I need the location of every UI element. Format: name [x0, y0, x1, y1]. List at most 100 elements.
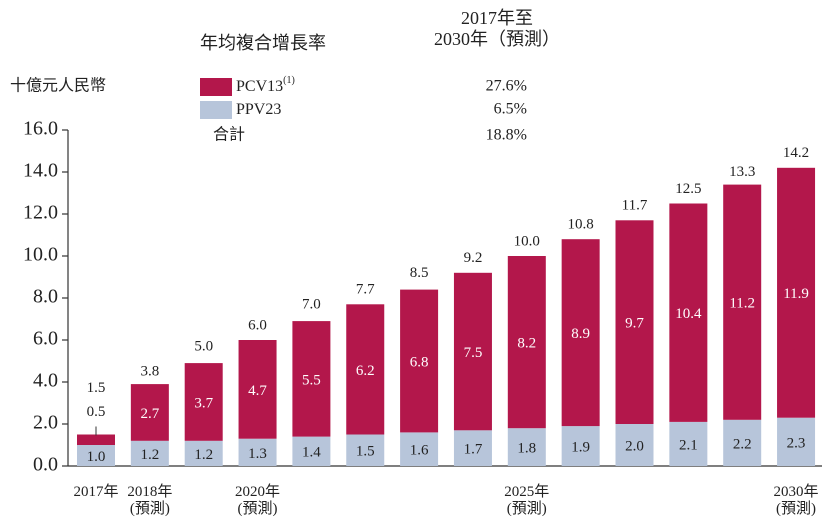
bar-segment — [453, 272, 492, 431]
total-label: 6.0 — [248, 317, 267, 333]
legend-swatch — [200, 101, 232, 119]
bar-segment — [615, 424, 654, 466]
y-tick-label: 14.0 — [23, 160, 58, 182]
value-label: 1.9 — [571, 439, 590, 455]
y-tick-label: 2.0 — [33, 412, 58, 434]
bar-segment — [130, 384, 169, 441]
value-label: 1.5 — [356, 444, 375, 460]
bar-segment — [77, 445, 115, 466]
bar-segment — [615, 220, 654, 424]
bar-segment — [669, 203, 708, 422]
value-label: 4.7 — [248, 383, 267, 399]
value-label: 3.7 — [194, 395, 213, 411]
legend-label: PCV13(1) — [236, 75, 295, 94]
bar-segment — [561, 239, 600, 427]
growth-rate: 6.5% — [494, 101, 527, 118]
y-tick-label: 8.0 — [33, 286, 58, 308]
x-tick-label: 2030年 (預測) — [773, 484, 819, 518]
bar-segment — [723, 419, 762, 466]
value-label: 1.2 — [194, 447, 213, 463]
y-tick-label: 4.0 — [33, 370, 58, 392]
bar-segment — [777, 417, 816, 466]
total-label: 5.0 — [194, 338, 213, 354]
value-label: 11.9 — [783, 286, 809, 302]
x-tick-label: 2017年 — [73, 484, 119, 500]
bar-segment — [346, 434, 385, 466]
value-label: 9.7 — [625, 316, 644, 332]
bar-segment — [400, 432, 439, 466]
value-label: 10.4 — [675, 306, 702, 322]
bar-segment — [507, 256, 546, 429]
total-label: 12.5 — [675, 181, 701, 197]
value-label: 2.1 — [679, 437, 698, 453]
bar-segment — [561, 426, 600, 466]
value-label: 1.6 — [410, 443, 429, 459]
y-tick-label: 12.0 — [23, 202, 58, 224]
value-label: 2.0 — [625, 438, 644, 454]
total-label: 14.2 — [783, 145, 809, 161]
value-label: 1.8 — [517, 441, 536, 457]
value-label: 8.2 — [517, 336, 536, 352]
bar-segment — [346, 304, 385, 435]
total-label: 3.8 — [140, 364, 159, 380]
x-tick-label: 2025年 (預測) — [504, 484, 550, 518]
x-tick-label: 2020年 (預測) — [235, 484, 281, 518]
value-label: 6.8 — [410, 354, 429, 370]
table-period: 2017年至 2030年（預測） — [434, 8, 560, 49]
total-label: 1.5 — [87, 380, 106, 396]
value-label: 2.7 — [140, 406, 159, 422]
y-axis-label: 十億元人民幣 — [10, 77, 106, 95]
value-label: 5.5 — [302, 372, 321, 388]
total-label: 9.2 — [464, 250, 483, 266]
value-label: 2.3 — [787, 435, 806, 451]
total-label: 10.0 — [514, 233, 540, 249]
value-label: 2.2 — [733, 436, 752, 452]
bar-segment — [507, 428, 546, 466]
total-label: 13.3 — [729, 164, 755, 180]
legend-swatch — [200, 78, 232, 96]
total-label: 10.8 — [568, 217, 594, 233]
total-label: 7.7 — [356, 282, 375, 298]
total-label: 7.0 — [302, 296, 321, 312]
total-row-label: 合計 — [213, 126, 245, 144]
legend-label: PPV23 — [236, 101, 281, 118]
y-tick-label: 6.0 — [33, 328, 58, 350]
value-label: 11.2 — [729, 296, 755, 312]
value-label: 1.3 — [248, 446, 267, 462]
total-rate: 18.8% — [486, 127, 527, 144]
legend-name: PPV23 — [236, 101, 281, 118]
bar-segment — [184, 440, 223, 466]
total-label: 11.7 — [622, 198, 648, 214]
bar-segment — [292, 436, 331, 466]
y-tick-label: 10.0 — [23, 244, 58, 266]
value-label: 1.0 — [87, 449, 106, 465]
legend-name: PCV13 — [236, 78, 283, 95]
total-label: 8.5 — [410, 265, 429, 281]
value-label: 1.2 — [140, 447, 159, 463]
value-label: 8.9 — [571, 326, 590, 342]
bar-segment — [238, 340, 277, 439]
bar-segment — [400, 289, 439, 433]
bar-segment — [184, 363, 223, 441]
bar-segment — [777, 167, 816, 418]
y-tick-label: 16.0 — [23, 118, 58, 140]
value-label: 1.4 — [302, 445, 321, 461]
table-title: 年均複合增長率 — [200, 33, 326, 53]
bar-segment — [723, 184, 762, 420]
x-tick-label: 2018年 (預測) — [127, 484, 173, 518]
value-label: 6.2 — [356, 363, 375, 379]
bar-segment — [130, 440, 169, 466]
bar-segment — [238, 438, 277, 466]
value-label: 0.5 — [87, 404, 106, 420]
y-tick-label: 0.0 — [33, 454, 58, 476]
bar-segment — [453, 430, 492, 466]
bar-segment — [292, 321, 331, 437]
value-label: 1.7 — [464, 442, 483, 458]
legend-note: (1) — [283, 75, 295, 86]
bar-segment — [669, 421, 708, 466]
growth-rate: 27.6% — [486, 78, 527, 95]
value-label: 7.5 — [464, 345, 483, 361]
bar-segment — [77, 434, 115, 445]
